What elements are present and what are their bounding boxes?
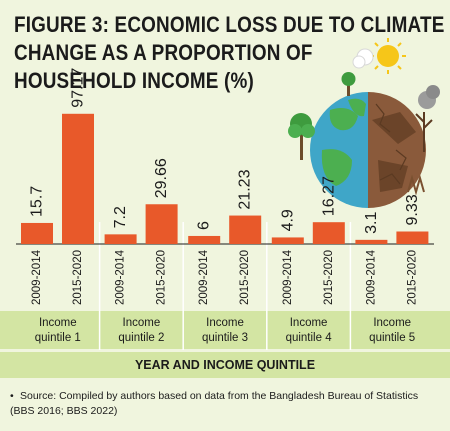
period-tick-label: 2009-2014 [198,249,210,305]
bar-value-label: 29.66 [153,158,170,198]
bar-value-label: 6 [196,221,213,230]
bar [21,222,53,244]
bullet-icon: • [10,390,14,402]
x-axis-title: YEAR AND INCOME QUINTILE [0,352,450,378]
quintile-band [0,311,450,349]
source-text: Source: Compiled by authors based on dat… [10,390,419,417]
bar-value-label: 16.27 [320,176,337,216]
group-label: quintile 2 [118,332,164,344]
group-labels-layer: Income quintile 1 Income quintile 2 Income qu… [35,317,415,344]
period-tick-label: 2015-2020 [156,250,168,305]
group-label: Income [39,317,77,329]
bar-value-label: 3.1 [363,212,380,234]
period-tick-label: 2015-2020 [406,250,418,305]
bar-value-label: 9.33 [404,194,421,225]
period-tick-label: 2015-2020 [323,250,335,305]
bar [104,234,137,244]
group-label: Income [123,317,161,329]
bar-value-label: 15.7 [29,186,46,217]
period-tick-label: 2009-2014 [31,249,43,305]
group-label: quintile 3 [202,332,248,344]
period-tick-label: 2009-2014 [115,249,127,305]
bar [312,222,345,244]
bar [145,204,178,244]
bar-value-label: 4.9 [279,209,296,231]
period-tick-label: 2015-2020 [72,250,84,305]
value-labels-layer: 15.7 97.17 7.2 29.66 6 21.23 4.9 16.27 3.1 9.33 [29,68,421,234]
bar [355,239,388,244]
group-label: quintile 5 [369,332,415,344]
period-labels-layer: 2009-2014 2015-2020 2009-2014 2015-2020 2009… [31,249,418,305]
bar-chart: 15.7 97.17 7.2 29.66 6 21.23 4.9 16.27 3.1 9.33 2… [16,38,440,350]
bars-layer [21,113,429,244]
group-label: Income [290,317,328,329]
bar-value-label: 7.2 [112,206,129,228]
bar [229,215,262,244]
bar [271,237,304,244]
period-tick-label: 2009-2014 [365,249,377,305]
period-tick-label: 2009-2014 [282,249,294,305]
bar-value-label: 21.23 [237,169,254,209]
group-label: Income [206,317,244,329]
chart-title-line-2: CHANGE AS A PROPORTION OF [14,40,313,65]
source-note: • Source: Compiled by authors based on da… [10,389,440,419]
group-label: Income [373,317,411,329]
bar-value-label: 97.17 [70,68,87,108]
bar [396,231,429,244]
chart-title-line-3: HOUSEHOLD INCOME (%) [14,68,254,93]
bar [62,113,94,244]
group-label: quintile 1 [35,332,81,344]
chart-title-line-1: FIGURE 3: ECONOMIC LOSS DUE TO CLIMATE [14,12,445,37]
bar [188,235,221,244]
earth-half-green-half-drought-icon [288,38,440,208]
group-label: quintile 4 [286,332,333,344]
period-tick-label: 2015-2020 [239,250,251,305]
group-dividers [98,222,352,350]
